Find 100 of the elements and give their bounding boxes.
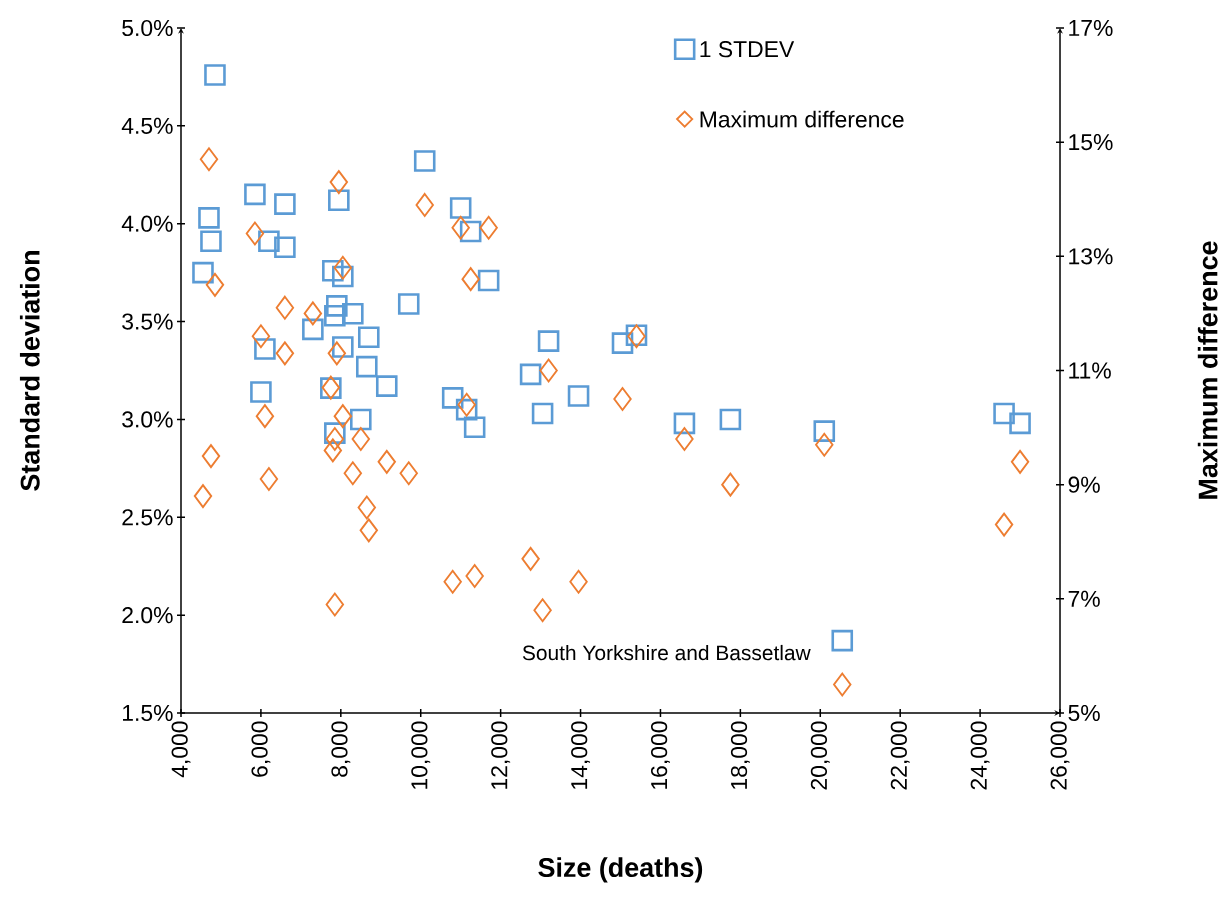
point: [399, 461, 418, 486]
point: [413, 150, 436, 172]
point: [455, 398, 478, 421]
point: [521, 546, 540, 571]
point: [275, 341, 295, 366]
y2-tick-label: 7%: [1068, 590, 1100, 607]
point: [342, 302, 364, 325]
point: [205, 272, 225, 297]
point: [255, 404, 275, 429]
x-tick-label: 4,000: [171, 721, 191, 778]
point: [673, 412, 696, 435]
point: [351, 427, 370, 451]
point: [479, 215, 498, 240]
y-tick-label: 3.5%: [122, 313, 173, 330]
point: [323, 438, 343, 463]
y2-tick-label: 17%: [1069, 19, 1113, 37]
point: [813, 420, 836, 442]
point: [397, 293, 420, 315]
point: [567, 385, 590, 407]
point: [993, 402, 1015, 425]
y-tick-label: 2.5%: [122, 509, 173, 526]
y-axis-title: Standard deviation: [19, 251, 40, 491]
point: [611, 332, 634, 354]
point: [833, 672, 852, 697]
point: [537, 330, 560, 352]
point: [355, 355, 378, 378]
x-tick-label: 14,000: [571, 721, 591, 789]
point: [675, 427, 694, 451]
point: [198, 207, 220, 229]
point: [326, 295, 348, 317]
point: [613, 387, 632, 411]
point: [443, 569, 462, 594]
point: [569, 569, 588, 594]
point: [1010, 449, 1030, 474]
point: [200, 230, 222, 253]
y-tick-label: 3.0%: [122, 411, 173, 428]
x-tick-label: 12,000: [491, 721, 511, 789]
point: [328, 189, 350, 212]
point: [274, 193, 296, 215]
point: [322, 259, 344, 282]
legend-label: 1 STDEV: [700, 41, 795, 58]
point: [461, 267, 480, 292]
point: [327, 341, 347, 366]
point: [192, 261, 214, 284]
point: [539, 358, 558, 383]
point: [441, 387, 464, 409]
point: [254, 338, 276, 360]
point: [333, 404, 353, 429]
y-tick-label: 2.0%: [122, 607, 173, 624]
point: [377, 449, 396, 474]
y2-tick-label: 5%: [1068, 704, 1100, 722]
point: [259, 467, 279, 491]
point: [332, 265, 354, 288]
point: [457, 392, 476, 417]
point: [1009, 412, 1031, 435]
point: [325, 592, 345, 617]
y2-tick-label: 13%: [1069, 248, 1113, 265]
y-tick-label: 4.5%: [121, 117, 173, 134]
y2-tick-label: 9%: [1068, 476, 1100, 493]
point: [343, 461, 363, 486]
y2-tick-label: 11%: [1069, 362, 1111, 379]
y-tick-label: 5.0%: [122, 19, 173, 37]
point: [199, 147, 219, 172]
point: [359, 518, 378, 543]
x-tick-label: 20,000: [810, 721, 830, 790]
point: [333, 255, 353, 280]
x-tick-label: 8,000: [331, 721, 351, 777]
point: [275, 295, 295, 320]
point: [303, 301, 323, 326]
y2-axis-title: Maximum difference: [1197, 241, 1218, 499]
point: [357, 326, 380, 349]
point: [449, 197, 472, 219]
x-tick-label: 18,000: [730, 721, 750, 789]
x-tick-label: 16,000: [650, 721, 670, 789]
point: [531, 402, 554, 425]
point: [302, 318, 324, 341]
y2-tick-label: 15%: [1069, 134, 1113, 151]
point: [324, 304, 346, 327]
x-tick-label: 6,000: [251, 721, 271, 777]
point: [375, 375, 398, 397]
point: [994, 512, 1014, 537]
point: [519, 363, 542, 386]
point: [325, 427, 345, 451]
point: [204, 64, 226, 86]
point: [415, 193, 434, 217]
point: [463, 416, 486, 439]
point: [357, 495, 376, 520]
point: [201, 444, 221, 469]
point: [251, 324, 271, 349]
point: [329, 170, 349, 195]
y-tick-label: 1.5%: [123, 704, 173, 722]
x-tick-label: 26,000: [1050, 721, 1070, 790]
x-tick-label: 22,000: [890, 721, 910, 790]
point: [274, 236, 296, 258]
point: [477, 269, 500, 292]
point: [719, 408, 742, 431]
point: [533, 598, 552, 623]
point: [721, 472, 740, 497]
legend-label: Maximum difference: [700, 110, 904, 128]
point: [250, 381, 272, 403]
